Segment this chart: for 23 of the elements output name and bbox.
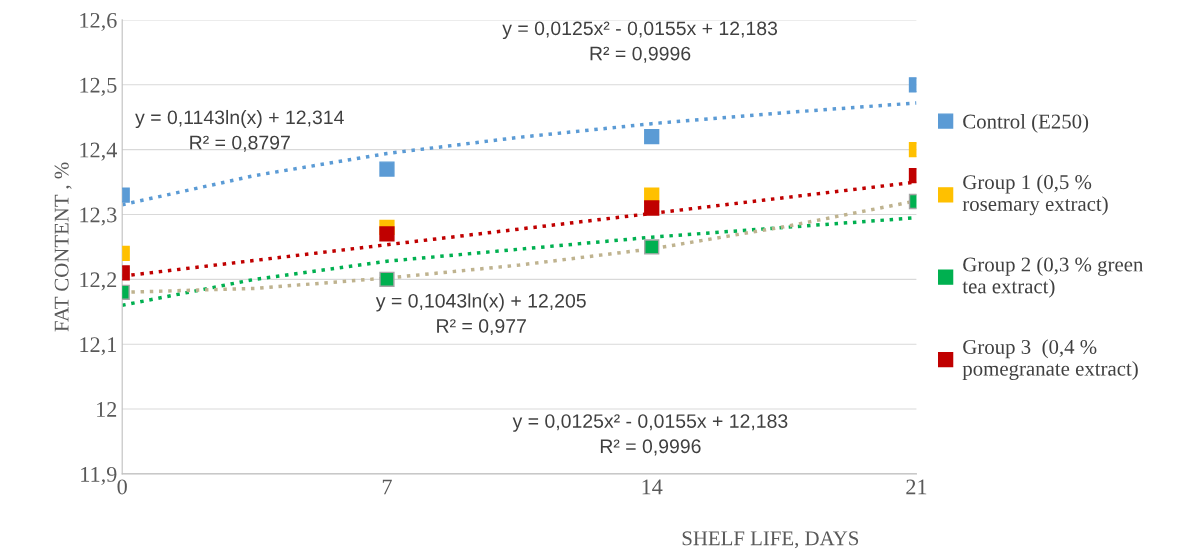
x-tick-label: 21	[906, 479, 927, 495]
y-tick-label: 12,6	[80, 12, 117, 32]
legend-label: Group 1 (0,5 % rosemary extract)	[962, 174, 1108, 216]
x-tick-label: 7	[382, 479, 392, 495]
y-tick-label: 12,4	[80, 142, 117, 161]
y-tick-label: 12,2	[80, 272, 117, 291]
y-tick-label: 12,1	[80, 337, 116, 356]
legend-label: Group 2 (0,3 % green tea extract)	[962, 256, 1144, 298]
annotation: y = 0,1043ln(x) + 12,205 R² = 0,977	[375, 293, 586, 336]
line-series	[122, 101, 917, 207]
annotation: y = 0,1143ln(x) + 12,314 R² = 0,8797	[135, 109, 344, 152]
legend-label: Control (E250)	[963, 113, 1089, 133]
legend-label: Group 3 (0,4 % pomegranate extract)	[962, 339, 1138, 381]
x-axis-title: SHELF LIFE, DAYS	[682, 531, 859, 549]
annotation: y = 0,0125x² - 0,0155x + 12,183 R² = 0,9996	[502, 21, 778, 63]
y-tick-label: 12,5	[80, 77, 117, 96]
y-tick-label: 11,9	[81, 466, 117, 486]
annotation: y = 0,0125x² - 0,0155x + 12,183 R² = 0,9996	[512, 414, 788, 456]
y-tick-label: 12	[97, 402, 117, 417]
y-tick-label: 12,3	[80, 207, 117, 226]
x-tick-label: 14	[642, 479, 663, 495]
y-axis-title: FAT CONTENT , %	[54, 162, 72, 332]
x-tick-label: 0	[117, 479, 127, 495]
